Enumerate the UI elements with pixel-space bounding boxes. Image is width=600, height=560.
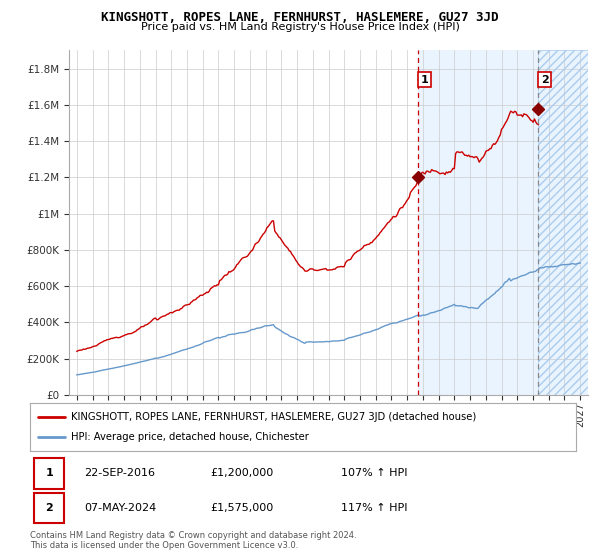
Text: 1: 1 (45, 469, 53, 478)
Text: 07-MAY-2024: 07-MAY-2024 (85, 503, 157, 513)
FancyBboxPatch shape (34, 458, 64, 489)
Text: KINGSHOTT, ROPES LANE, FERNHURST, HASLEMERE, GU27 3JD (detached house): KINGSHOTT, ROPES LANE, FERNHURST, HASLEM… (71, 412, 476, 422)
Text: £1,575,000: £1,575,000 (210, 503, 274, 513)
Text: Price paid vs. HM Land Registry's House Price Index (HPI): Price paid vs. HM Land Registry's House … (140, 22, 460, 32)
Bar (418, 50, 538, 395)
Text: Contains HM Land Registry data © Crown copyright and database right 2024.
This d: Contains HM Land Registry data © Crown c… (30, 531, 356, 550)
Text: 2: 2 (541, 74, 548, 85)
Text: 1: 1 (421, 74, 428, 85)
Text: 2: 2 (45, 503, 53, 513)
Text: HPI: Average price, detached house, Chichester: HPI: Average price, detached house, Chic… (71, 432, 309, 442)
Bar (538, 50, 588, 395)
Text: 22-SEP-2016: 22-SEP-2016 (85, 469, 155, 478)
FancyBboxPatch shape (34, 493, 64, 524)
Text: KINGSHOTT, ROPES LANE, FERNHURST, HASLEMERE, GU27 3JD: KINGSHOTT, ROPES LANE, FERNHURST, HASLEM… (101, 11, 499, 24)
Text: £1,200,000: £1,200,000 (210, 469, 274, 478)
Text: 107% ↑ HPI: 107% ↑ HPI (341, 469, 408, 478)
Text: 117% ↑ HPI: 117% ↑ HPI (341, 503, 408, 513)
